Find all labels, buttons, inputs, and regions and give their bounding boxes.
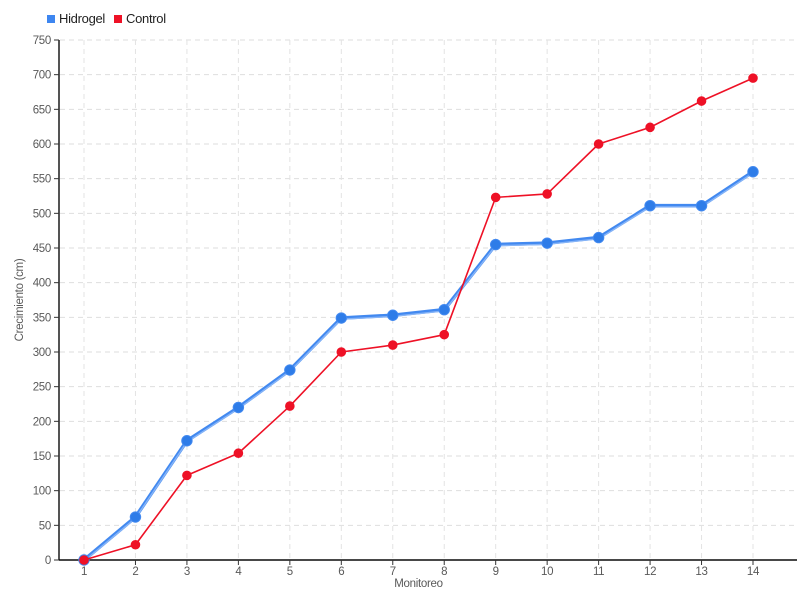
x-tick-label: 8 xyxy=(441,566,447,578)
x-tick-label: 13 xyxy=(695,566,707,578)
y-tick-label: 300 xyxy=(33,347,51,359)
legend-item-hidrogel: Hidrogel xyxy=(47,11,105,26)
chart-legend: Hidrogel Control xyxy=(47,11,166,26)
y-tick-label: 100 xyxy=(33,486,51,498)
data-point-hidrogel xyxy=(387,309,399,321)
x-tick-label: 3 xyxy=(184,566,190,578)
x-tick-label: 10 xyxy=(541,566,553,578)
legend-item-control: Control xyxy=(114,11,166,26)
y-tick-label: 200 xyxy=(33,416,51,428)
x-tick-label: 4 xyxy=(235,566,242,578)
legend-label-control: Control xyxy=(126,11,166,26)
x-tick-label: 12 xyxy=(644,566,656,578)
data-point-hidrogel xyxy=(181,435,193,447)
y-tick-label: 700 xyxy=(33,70,51,82)
legend-swatch-hidrogel-icon xyxy=(47,14,55,23)
data-point-control xyxy=(285,401,295,411)
data-point-hidrogel xyxy=(335,312,348,324)
y-tick-label: 650 xyxy=(33,104,51,116)
y-tick-label: 150 xyxy=(33,451,51,463)
data-point-hidrogel xyxy=(284,364,296,376)
data-point-hidrogel xyxy=(438,304,450,316)
y-tick-label: 50 xyxy=(39,520,51,532)
data-point-control xyxy=(696,96,707,106)
x-tick-label: 6 xyxy=(338,566,344,578)
y-axis-title: Crecimiento (cm) xyxy=(14,258,26,341)
data-point-hidrogel xyxy=(232,401,245,414)
x-tick-label: 9 xyxy=(493,566,499,578)
data-point-hidrogel xyxy=(592,231,605,244)
x-tick-label: 2 xyxy=(132,566,138,578)
data-point-control xyxy=(130,539,141,550)
data-point-control xyxy=(387,340,398,350)
y-tick-label: 600 xyxy=(33,139,51,151)
data-point-control xyxy=(593,139,604,149)
data-point-hidrogel xyxy=(747,166,759,178)
data-point-control xyxy=(490,192,501,203)
x-tick-label: 5 xyxy=(287,566,293,578)
y-tick-label: 500 xyxy=(33,208,51,220)
data-point-control xyxy=(439,329,450,340)
data-point-control xyxy=(748,73,758,83)
data-point-control xyxy=(182,470,192,481)
x-tick-label: 11 xyxy=(593,566,604,578)
y-tick-label: 750 xyxy=(33,35,51,47)
x-tick-label: 7 xyxy=(390,566,396,578)
series-line-highlight-hidrogel xyxy=(83,172,754,562)
series-line-control xyxy=(83,77,754,561)
y-tick-label: 0 xyxy=(45,555,51,567)
data-point-hidrogel xyxy=(644,200,656,212)
x-axis-title: Monitoreo xyxy=(394,578,442,590)
y-tick-label: 250 xyxy=(33,382,51,394)
data-point-hidrogel xyxy=(695,200,708,212)
series-line-hidrogel xyxy=(82,169,755,562)
y-tick-label: 450 xyxy=(33,243,51,255)
data-point-control xyxy=(79,555,89,565)
legend-label-hidrogel: Hidrogel xyxy=(59,11,106,26)
data-point-hidrogel xyxy=(541,237,553,249)
data-point-control xyxy=(542,189,552,199)
y-tick-label: 550 xyxy=(33,174,51,186)
data-point-control xyxy=(233,448,244,459)
data-point-hidrogel xyxy=(129,511,142,523)
x-tick-label: 1 xyxy=(81,566,87,578)
y-tick-label: 400 xyxy=(33,278,51,290)
x-tick-label: 14 xyxy=(747,566,760,578)
data-point-control xyxy=(645,122,655,133)
legend-swatch-control-icon xyxy=(114,14,123,23)
y-tick-label: 350 xyxy=(33,312,51,324)
data-point-control xyxy=(336,347,347,357)
data-point-hidrogel xyxy=(489,238,502,251)
